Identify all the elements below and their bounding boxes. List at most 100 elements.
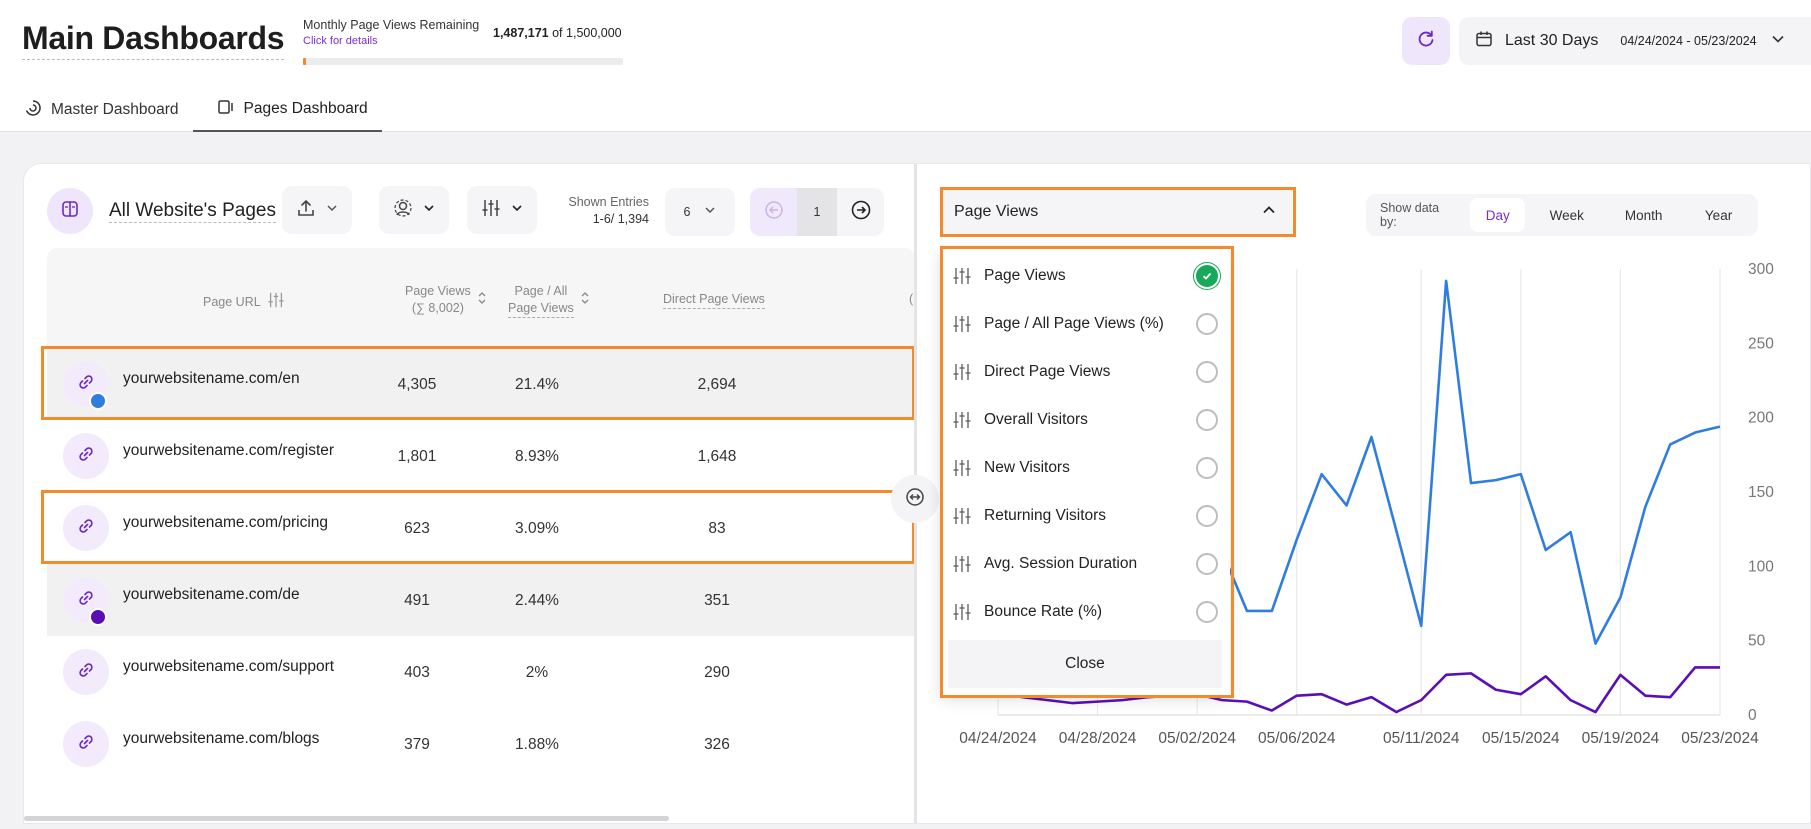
sort-icon [580, 291, 590, 310]
table-row[interactable]: yourwebsitename.com/pricing 623 3.09% 83 [47, 492, 915, 564]
column-page-url[interactable]: Page URL [203, 291, 285, 314]
dropdown-close-button[interactable]: Close [948, 640, 1222, 688]
direct-views-value: 1,648 [697, 448, 737, 465]
radio-icon [1196, 601, 1218, 623]
tab-master-dashboard[interactable]: Master Dashboard [0, 88, 193, 132]
sliders-icon [952, 554, 972, 574]
metric-option[interactable]: Direct Page Views [952, 352, 1218, 392]
horizontal-scrollbar[interactable] [24, 816, 669, 821]
date-range-picker[interactable]: Last 30 Days 04/24/2024 - 05/23/2024 [1459, 17, 1811, 65]
column-label: Page URL [203, 295, 261, 309]
shown-entries-count: 1-6/ 1,394 [592, 212, 649, 226]
column-page-share[interactable]: Page / All Page Views [508, 283, 590, 318]
quota-progress-fill [303, 58, 306, 65]
resize-icon [905, 487, 925, 512]
arrow-right-icon [851, 200, 871, 225]
page-share-value: 8.93% [515, 448, 559, 465]
metric-option[interactable]: Returning Visitors [952, 496, 1218, 536]
site-selector-button[interactable] [47, 188, 93, 234]
metric-option[interactable]: Page Views [952, 256, 1218, 296]
metric-option-label: Page / All Page Views (%) [984, 315, 1164, 332]
chevron-down-icon [511, 201, 523, 219]
metric-option[interactable]: Bounce Rate (%) [952, 592, 1218, 632]
tab-pages-dashboard[interactable]: Pages Dashboard [192, 88, 382, 132]
column-label: Page / All [514, 284, 568, 298]
segment-filter-button[interactable] [379, 186, 449, 234]
panel-resize-handle[interactable] [891, 475, 939, 523]
period-year[interactable]: Year [1704, 207, 1733, 223]
x-tick-label: 05/11/2024 [1383, 730, 1460, 747]
metric-select-value: Page Views [954, 203, 1039, 220]
table-row[interactable]: yourwebsitename.com/de 491 2.44% 351 [47, 564, 915, 636]
metric-select[interactable]: Page Views [940, 188, 1292, 236]
sliders-icon [952, 602, 972, 622]
table-row[interactable]: yourwebsitename.com/en 4,305 21.4% 2,694 [47, 348, 915, 420]
radio-icon [1196, 409, 1218, 431]
direct-views-value: 326 [704, 736, 730, 753]
pages-icon [217, 98, 244, 121]
metric-option[interactable]: Overall Visitors [952, 400, 1218, 440]
x-tick-label: 05/06/2024 [1258, 730, 1336, 747]
x-tick-label: 05/02/2024 [1158, 730, 1236, 747]
period-day[interactable]: Day [1470, 198, 1526, 232]
metric-option[interactable]: Page / All Page Views (%) [952, 304, 1218, 344]
column-label: Page Views [405, 284, 471, 298]
metric-dropdown: Close Page Views Page / All Page Views (%… [940, 248, 1230, 696]
table-row[interactable]: yourwebsitename.com/support 403 2% 290 [47, 636, 915, 708]
quota-details-link[interactable]: Click for details [303, 35, 378, 47]
direct-views-value: 351 [704, 592, 730, 609]
sort-icon [477, 291, 487, 310]
y-tick-label: 200 [1748, 410, 1774, 427]
page-share-value: 2.44% [515, 592, 559, 609]
link-icon [77, 445, 95, 468]
column-label: Page Views [508, 301, 574, 315]
tab-label: Pages Dashboard [243, 100, 368, 117]
next-page-button[interactable] [837, 188, 884, 236]
table-row[interactable]: yourwebsitename.com/blogs 379 1.88% 326 [47, 708, 915, 780]
column-sum: (∑ 8,002) [411, 301, 464, 315]
top-bar: Main Dashboards Monthly Page Views Remai… [0, 0, 1811, 132]
refresh-icon [1416, 29, 1436, 54]
export-button[interactable] [282, 186, 352, 234]
quota-used: 1,487,171 [493, 26, 549, 40]
arrow-left-icon [764, 200, 784, 225]
per-page-select[interactable]: 6 [665, 188, 735, 236]
column-settings-button[interactable] [467, 186, 537, 234]
page-share-value: 2% [525, 664, 549, 681]
sliders-icon [267, 291, 285, 314]
column-page-views[interactable]: Page Views (∑ 8,002) [405, 283, 487, 317]
shown-entries: Shown Entries 1-6/ 1,394 [539, 194, 649, 228]
table-row[interactable]: yourwebsitename.com/register 1,801 8.93% 1,… [47, 420, 915, 492]
series-line-de [997, 666, 1720, 714]
link-icon [77, 733, 95, 756]
period-month[interactable]: Month [1624, 207, 1663, 223]
sliders-icon [481, 198, 501, 223]
sliders-icon [952, 314, 972, 334]
metric-option[interactable]: New Visitors [952, 448, 1218, 488]
page-url: yourwebsitename.com/de [123, 586, 300, 603]
current-page[interactable]: 1 [797, 188, 837, 236]
metric-option[interactable]: Avg. Session Duration [952, 544, 1218, 584]
refresh-button[interactable] [1402, 17, 1450, 65]
date-range-label: Last 30 Days [1505, 32, 1599, 49]
x-tick-label: 04/28/2024 [1059, 730, 1137, 747]
direct-views-value: 290 [704, 664, 730, 681]
x-tick-label: 05/15/2024 [1482, 730, 1560, 747]
page-views-value: 1,801 [397, 448, 437, 465]
y-tick-label: 0 [1748, 707, 1757, 724]
link-icon [77, 661, 95, 684]
page-views-value: 4,305 [397, 376, 437, 393]
column-direct-page-views[interactable]: Direct Page Views [663, 291, 765, 309]
dashboard-tabs: Master Dashboard Pages Dashboard [0, 88, 382, 132]
chevron-down-icon [704, 203, 716, 221]
page-url: yourwebsitename.com/en [123, 370, 300, 387]
pages-table-panel: All Website's Pages [24, 164, 915, 823]
period-week[interactable]: Week [1549, 207, 1584, 223]
page-url: yourwebsitename.com/blogs [123, 730, 320, 747]
x-tick-label: 05/19/2024 [1582, 730, 1660, 747]
column-label: Direct Page Views [663, 291, 765, 309]
prev-page-button[interactable] [750, 188, 797, 236]
metric-option-label: Avg. Session Duration [984, 555, 1138, 572]
page-title: Main Dashboards [22, 20, 285, 60]
page-views-value: 623 [404, 520, 430, 537]
